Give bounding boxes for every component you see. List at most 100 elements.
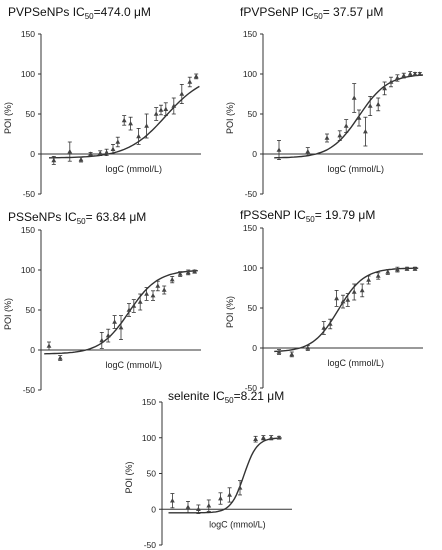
data-point xyxy=(375,273,381,278)
data-point xyxy=(334,295,339,301)
x-axis-label: logC (mmol/L) xyxy=(328,164,385,174)
data-point xyxy=(227,492,232,497)
data-point xyxy=(179,91,185,96)
data-point xyxy=(404,266,410,271)
data-point xyxy=(110,146,116,151)
data-point xyxy=(105,333,111,338)
data-point xyxy=(144,291,149,296)
data-point xyxy=(351,289,357,294)
y-tick-label: 0 xyxy=(151,504,156,514)
data-point xyxy=(170,498,175,503)
data-point xyxy=(206,503,212,508)
chart-title-rest: = 63.84 μM xyxy=(86,210,147,224)
y-tick-label: 150 xyxy=(142,397,156,407)
chart-title-subscript: 50 xyxy=(225,396,234,405)
data-point xyxy=(128,121,133,126)
data-point xyxy=(356,115,362,120)
y-tick-label: -50 xyxy=(245,383,258,393)
data-point xyxy=(57,355,63,360)
y-tick-label: 150 xyxy=(21,225,35,235)
data-point xyxy=(177,271,183,276)
data-point xyxy=(363,129,368,134)
y-tick-label: 150 xyxy=(21,29,35,39)
chart-title-main: PVPSeNPs IC xyxy=(8,5,85,19)
y-tick-label: 100 xyxy=(243,263,257,273)
data-point xyxy=(276,435,282,440)
chart-title-rest: = 19.79 μM xyxy=(315,208,376,222)
chart-title-subscript: 50 xyxy=(306,215,315,224)
y-axis-label: POI (%) xyxy=(124,461,134,493)
data-point xyxy=(51,157,57,163)
data-point xyxy=(163,106,169,111)
data-point xyxy=(67,149,73,154)
y-tick-label: 0 xyxy=(30,149,35,159)
data-point xyxy=(351,95,357,100)
x-axis-label: logC (mmol/L) xyxy=(106,360,163,370)
data-point xyxy=(321,325,327,330)
y-tick-label: -50 xyxy=(245,189,258,199)
data-point xyxy=(88,151,93,156)
data-point xyxy=(185,504,191,509)
data-point xyxy=(276,147,282,152)
data-point xyxy=(385,269,391,274)
y-tick-label: 50 xyxy=(26,305,36,315)
data-point xyxy=(192,269,197,274)
data-point xyxy=(382,85,387,91)
data-point xyxy=(193,73,199,79)
data-point xyxy=(337,133,343,138)
data-point xyxy=(185,269,191,275)
y-axis-label: POI (%) xyxy=(3,102,13,134)
data-point xyxy=(171,103,177,108)
chart-title-main: fPSSeNP IC xyxy=(240,208,306,222)
data-point xyxy=(253,436,258,441)
y-tick-label: 150 xyxy=(243,223,257,233)
fitted-curve xyxy=(44,270,198,355)
y-tick-label: 100 xyxy=(21,265,35,275)
data-point xyxy=(131,303,137,308)
data-point xyxy=(305,345,311,350)
data-point xyxy=(395,75,400,80)
chart-title-subscript: 50 xyxy=(77,217,86,226)
chart-title: selenite IC50=8.21 μM xyxy=(168,389,284,405)
y-tick-label: -50 xyxy=(23,385,36,395)
data-point xyxy=(407,71,413,76)
fitted-curve xyxy=(274,267,419,353)
y-axis-label: POI (%) xyxy=(225,296,235,328)
data-point xyxy=(359,287,365,293)
y-tick-label: 0 xyxy=(252,343,257,353)
data-point xyxy=(97,150,103,155)
y-tick-label: 0 xyxy=(252,149,257,159)
data-point xyxy=(136,133,141,139)
data-point xyxy=(46,343,52,348)
data-point xyxy=(395,267,400,272)
data-point xyxy=(412,266,418,271)
y-tick-label: 50 xyxy=(248,303,258,313)
y-tick-label: -50 xyxy=(144,540,157,550)
chart-title-subscript: 50 xyxy=(314,12,323,21)
data-point xyxy=(187,79,193,84)
data-point xyxy=(158,107,164,112)
data-point xyxy=(343,123,349,128)
data-point xyxy=(161,287,167,292)
data-point xyxy=(340,299,346,304)
data-point xyxy=(196,506,201,512)
y-tick-label: 50 xyxy=(147,469,157,479)
data-point xyxy=(169,277,175,282)
chart-title-rest: = 37.57 μM xyxy=(323,5,384,19)
data-point xyxy=(155,283,161,288)
chart-title-rest: =474.0 μM xyxy=(94,5,151,19)
data-point xyxy=(268,435,274,440)
y-tick-label: 100 xyxy=(243,69,257,79)
data-point xyxy=(345,297,351,302)
data-point xyxy=(375,101,381,107)
data-point xyxy=(289,351,295,357)
x-axis-label: logC (mmol/L) xyxy=(209,519,266,529)
y-axis-label: POI (%) xyxy=(225,102,235,134)
data-point xyxy=(388,79,394,84)
chart-title: PSSeNPs IC50= 63.84 μM xyxy=(8,210,146,226)
chart-title: fPSSeNP IC50= 19.79 μM xyxy=(240,208,375,224)
data-point xyxy=(137,299,143,304)
